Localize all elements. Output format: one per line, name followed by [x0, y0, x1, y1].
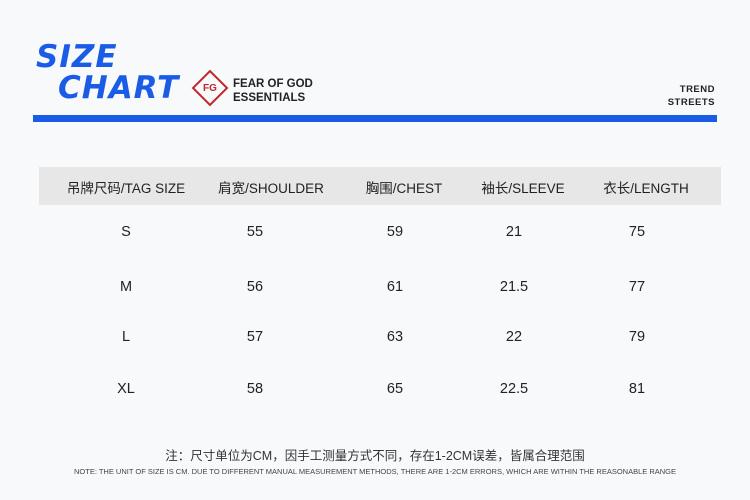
- table-cell: 56: [246, 279, 264, 295]
- table-cell: 21: [505, 224, 523, 240]
- table-cell: 63: [386, 329, 404, 345]
- table-cell: 21.5: [499, 279, 529, 295]
- table-cell: 77: [628, 279, 646, 295]
- table-cell: L: [121, 329, 131, 345]
- column-header: 衣长/LENGTH: [603, 181, 689, 196]
- table-cell: 22.5: [499, 381, 529, 397]
- table-cell: 65: [386, 381, 404, 397]
- brand-logo-text: FG: [203, 83, 217, 94]
- column-header: 胸围/CHEST: [365, 181, 443, 196]
- column-header: 吊牌尺码/TAG SIZE: [66, 181, 186, 196]
- table-cell: S: [121, 224, 131, 240]
- table-cell: 81: [628, 381, 646, 397]
- table-cell: 75: [628, 224, 646, 240]
- brand-name: FEAR OF GOD ESSENTIALS: [233, 77, 313, 105]
- table-cell: 79: [628, 329, 646, 345]
- table-cell: 58: [246, 381, 264, 397]
- table-cell: 61: [386, 279, 404, 295]
- store-tag: TREND STREETS: [668, 83, 715, 109]
- table-cell: 55: [246, 224, 264, 240]
- table-cell: 59: [386, 224, 404, 240]
- column-header: 袖长/SLEEVE: [481, 181, 565, 196]
- note-chinese: 注：尺寸单位为CM，因手工测量方式不同，存在1-2CM误差，皆属合理范围: [165, 449, 585, 463]
- column-header: 肩宽/SHOULDER: [218, 181, 324, 196]
- brand-line-1: FEAR OF GOD: [233, 78, 313, 90]
- header-divider: [33, 115, 717, 122]
- table-cell: M: [119, 279, 133, 295]
- table-cell: 57: [246, 329, 264, 345]
- table-header: [39, 167, 721, 205]
- table-cell: 22: [505, 329, 523, 345]
- note-english: NOTE: THE UNIT OF SIZE IS CM. DUE TO DIF…: [73, 467, 677, 476]
- store-tag-line-2: STREETS: [667, 97, 715, 108]
- table-cell: XL: [117, 381, 135, 397]
- store-tag-line-1: TREND: [679, 84, 715, 95]
- title-chart: CHART: [58, 70, 180, 106]
- title-size: SIZE: [36, 39, 118, 75]
- brand-line-2: ESSENTIALS: [233, 92, 306, 104]
